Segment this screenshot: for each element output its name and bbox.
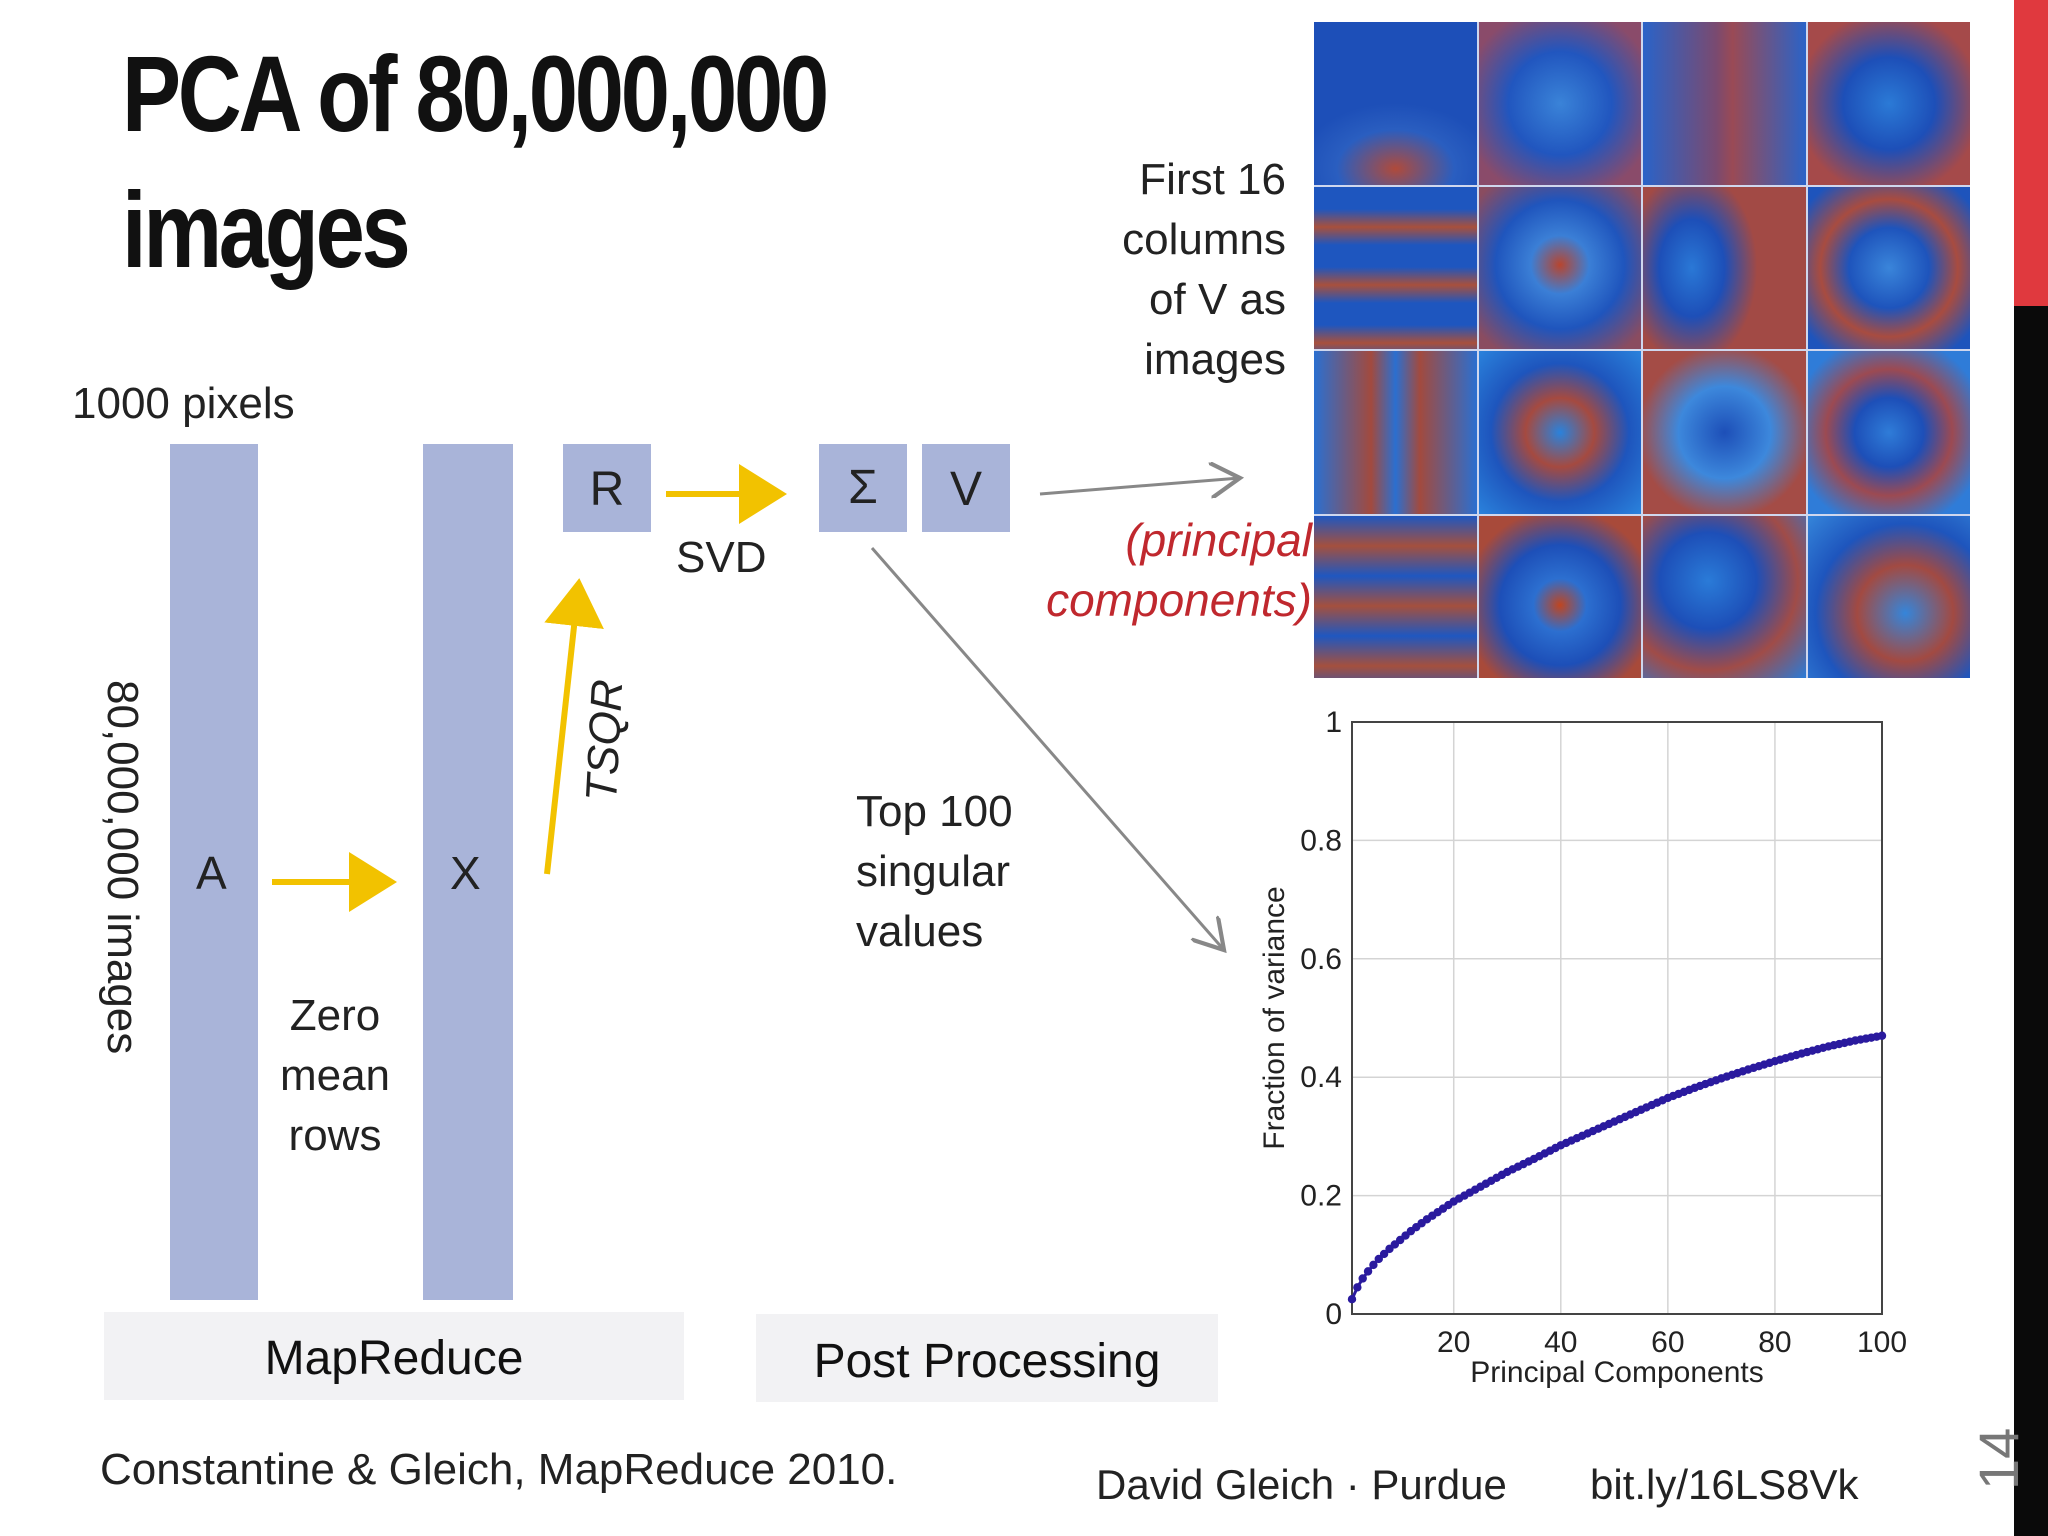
eigen-image-5	[1314, 186, 1477, 349]
arrow-v-to-images	[1039, 478, 1240, 494]
matrix-x-label: X	[450, 847, 481, 899]
chart-xtick-label: 100	[1857, 1326, 1907, 1359]
eigen-image-12	[1807, 351, 1970, 514]
matrix-a-label: A	[196, 847, 227, 899]
chart-point	[1363, 1267, 1373, 1276]
zero-mean-line-1: Zero	[289, 991, 381, 1040]
principal-line-1: (principal	[1125, 514, 1312, 566]
top-singular-values-label: Top 100 singular values	[856, 782, 1013, 962]
eigen-image-14	[1478, 515, 1641, 678]
chart-point	[1374, 1254, 1383, 1264]
zero-mean-line-3: rows	[288, 1111, 382, 1160]
top-singular-line-3: values	[856, 907, 984, 956]
first16-line-3: of V as	[1149, 275, 1286, 324]
chart-point	[1379, 1249, 1389, 1259]
zero-mean-line-2: mean	[279, 1051, 391, 1100]
chart-ytick-label: 0.6	[1300, 943, 1342, 976]
short-link[interactable]: bit.ly/16LS8Vk	[1590, 1461, 1859, 1508]
eigen-image-4	[1807, 22, 1970, 185]
chart-ytick-label: 0.2	[1300, 1180, 1342, 1213]
principal-components-label: (principal components)	[1000, 510, 1312, 630]
variance-chart: 20 40 60 80 100 0 0.2 0.4 0.6 0.8 1 Principal Comp…	[1258, 706, 1907, 1389]
slide-title: PCA of 80,000,000 images	[122, 26, 829, 298]
eigen-image-9	[1314, 351, 1477, 514]
chart-frame	[1351, 721, 1883, 1315]
first-16-columns-label: First 16 columns of V as images	[1060, 150, 1286, 390]
first16-line-1: First 16	[1139, 155, 1286, 204]
chart-ytick-label: 0.4	[1300, 1061, 1342, 1094]
top-singular-line-1: Top 100	[856, 787, 1013, 836]
chart-xtick-label: 40	[1544, 1326, 1577, 1359]
chart-point	[1353, 1283, 1362, 1292]
eigen-images-grid	[1314, 22, 1970, 678]
matrix-x-bar	[423, 444, 513, 1300]
principal-line-2: components)	[1046, 574, 1312, 626]
chart-xtick-label: 60	[1651, 1326, 1684, 1359]
chart-point	[1358, 1274, 1367, 1283]
chart-point	[1369, 1260, 1378, 1270]
title-line-2: images	[122, 169, 411, 290]
first16-line-2: columns	[1122, 215, 1286, 264]
sigma-box: Σ	[819, 444, 907, 532]
eigen-image-3	[1643, 22, 1806, 185]
chart-series-line	[1350, 1034, 1883, 1300]
chart-xlabel: Principal Components	[1470, 1356, 1763, 1389]
eigen-image-13	[1314, 515, 1477, 678]
author-label: David Gleich · Purdue	[1096, 1461, 1507, 1508]
page-number: 14	[1967, 1427, 2030, 1490]
chart-point	[1347, 1295, 1357, 1304]
eigen-image-2	[1478, 22, 1641, 185]
first16-line-4: images	[1144, 335, 1286, 384]
matrix-r-box: R	[563, 444, 651, 532]
chart-ytick-label: 0.8	[1300, 824, 1342, 857]
post-processing-band: Post Processing	[756, 1314, 1218, 1402]
mapreduce-band: MapReduce	[104, 1312, 684, 1400]
accent-strip-red	[2014, 0, 2048, 306]
chart-point	[1877, 1031, 1887, 1040]
arrow-x-to-r	[544, 578, 604, 875]
title-line-1: PCA of 80,000,000	[122, 33, 829, 154]
eigen-image-16	[1807, 515, 1970, 678]
eigen-image-6	[1478, 186, 1641, 349]
chart-xtick-label: 20	[1437, 1326, 1470, 1359]
eigen-image-7	[1643, 186, 1806, 349]
eigen-image-11	[1643, 351, 1806, 514]
eigen-image-8	[1807, 186, 1970, 349]
svd-label: SVD	[676, 533, 767, 582]
eigen-image-1	[1314, 22, 1477, 185]
pixels-label: 1000 pixels	[72, 379, 295, 428]
chart-xtick-label: 80	[1758, 1326, 1791, 1359]
accent-strip-black	[2014, 306, 2048, 1536]
eigen-image-15	[1643, 515, 1806, 678]
matrix-v-box: V	[922, 444, 1010, 532]
chart-ylabel: Fraction of variance	[1258, 886, 1291, 1149]
citation: Constantine & Gleich, MapReduce 2010.	[100, 1445, 898, 1494]
chart-ytick-label: 0	[1325, 1298, 1342, 1331]
tsqr-label: TSQR	[576, 678, 633, 803]
arrow-sigma-to-chart	[870, 547, 1224, 950]
eigen-image-10	[1478, 351, 1641, 514]
chart-ytick-label: 1	[1325, 706, 1342, 739]
matrix-a-bar	[170, 444, 258, 1300]
top-singular-line-2: singular	[856, 847, 1011, 896]
zero-mean-rows-label: Zero mean rows	[270, 986, 400, 1166]
